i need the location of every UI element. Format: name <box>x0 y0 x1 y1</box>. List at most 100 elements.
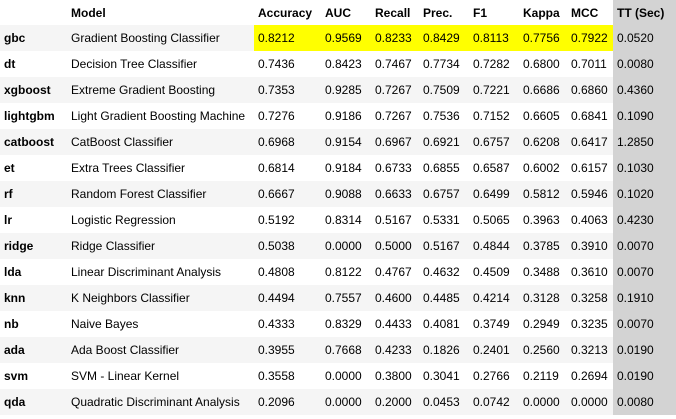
table-row: dt Decision Tree Classifier 0.7436 0.8423 0.… <box>0 51 676 77</box>
table-row: lda Linear Discriminant Analysis 0.4808 0.8… <box>0 259 676 285</box>
recall-cell: 0.5167 <box>375 213 412 227</box>
model-id-cell: lr <box>4 213 13 227</box>
accuracy-cell: 0.4333 <box>258 317 295 331</box>
f1-cell: 0.4509 <box>473 265 510 279</box>
kappa-cell: 0.6002 <box>523 161 560 175</box>
recall-cell: 0.7467 <box>375 57 412 71</box>
f1-cell: 0.8113 <box>469 25 519 51</box>
header-row: Model Accuracy AUC Recall Prec. F1 Kappa… <box>0 0 676 25</box>
accuracy-cell: 0.3955 <box>258 343 295 357</box>
accuracy-cell: 0.5192 <box>258 213 295 227</box>
model-name-cell: Gradient Boosting Classifier <box>71 31 220 45</box>
f1-cell: 0.7152 <box>473 109 510 123</box>
recall-cell: 0.7267 <box>375 83 412 97</box>
precision-cell: 0.6921 <box>423 135 460 149</box>
training-time-cell: 0.0190 <box>613 363 676 389</box>
auc-cell: 0.7668 <box>325 343 362 357</box>
table-body: gbc Gradient Boosting Classifier 0.8212 0.9… <box>0 25 676 415</box>
model-name-cell: Extreme Gradient Boosting <box>71 83 216 97</box>
training-time-cell: 0.1910 <box>613 285 676 311</box>
mcc-cell: 0.6417 <box>571 135 608 149</box>
mcc-cell: 0.3258 <box>571 291 608 305</box>
table-row: nb Naive Bayes 0.4333 0.8329 0.4433 0.4081 0.3… <box>0 311 676 337</box>
model-name-cell: Random Forest Classifier <box>71 187 207 201</box>
recall-cell: 0.7267 <box>375 109 412 123</box>
accuracy-cell: 0.6968 <box>258 135 295 149</box>
precision-cell: 0.4081 <box>423 317 460 331</box>
mcc-cell: 0.3610 <box>571 265 608 279</box>
model-id-cell: svm <box>4 369 29 383</box>
header-index <box>0 0 67 25</box>
precision-cell: 0.3041 <box>423 369 460 383</box>
recall-cell: 0.4600 <box>375 291 412 305</box>
accuracy-cell: 0.4494 <box>258 291 295 305</box>
model-id-cell: ridge <box>4 239 34 253</box>
table-row: lr Logistic Regression 0.5192 0.8314 0.5167 0… <box>0 207 676 233</box>
precision-cell: 0.6855 <box>423 161 460 175</box>
training-time-cell: 0.0080 <box>613 389 676 415</box>
model-name-cell: CatBoost Classifier <box>71 135 174 149</box>
model-id-cell: lda <box>4 265 22 279</box>
accuracy-cell: 0.3558 <box>258 369 295 383</box>
model-id-cell: dt <box>4 57 16 71</box>
recall-cell: 0.4433 <box>375 317 412 331</box>
recall-cell: 0.5000 <box>375 239 412 253</box>
precision-cell: 0.5331 <box>423 213 460 227</box>
header-model: Model <box>71 5 106 20</box>
mcc-cell: 0.7922 <box>567 25 613 51</box>
accuracy-cell: 0.7353 <box>258 83 295 97</box>
auc-cell: 0.9154 <box>325 135 362 149</box>
header-precision: Prec. <box>423 5 453 20</box>
recall-cell: 0.8233 <box>371 25 419 51</box>
accuracy-cell: 0.5038 <box>258 239 295 253</box>
model-name-cell: K Neighbors Classifier <box>71 291 190 305</box>
f1-cell: 0.6757 <box>473 135 510 149</box>
model-name-cell: Decision Tree Classifier <box>71 57 198 71</box>
precision-cell: 0.7536 <box>423 109 460 123</box>
model-name-cell: Ada Boost Classifier <box>71 343 180 357</box>
auc-cell: 0.8423 <box>325 57 362 71</box>
training-time-cell: 0.0080 <box>613 51 676 77</box>
mcc-cell: 0.6157 <box>571 161 608 175</box>
table-row: catboost CatBoost Classifier 0.6968 0.9154 0… <box>0 129 676 155</box>
training-time-cell: 0.1020 <box>613 181 676 207</box>
f1-cell: 0.4844 <box>473 239 510 253</box>
training-time-cell: 0.0520 <box>613 25 676 51</box>
model-name-cell: Quadratic Discriminant Analysis <box>71 395 240 409</box>
accuracy-cell: 0.7436 <box>258 57 295 71</box>
table-row: svm SVM - Linear Kernel 0.3558 0.0000 0.3800… <box>0 363 676 389</box>
kappa-cell: 0.6800 <box>523 57 560 71</box>
header-training-time: TT (Sec) <box>613 0 676 25</box>
auc-cell: 0.0000 <box>325 395 362 409</box>
mcc-cell: 0.5946 <box>571 187 608 201</box>
accuracy-cell: 0.6667 <box>258 187 295 201</box>
precision-cell: 0.5167 <box>423 239 460 253</box>
f1-cell: 0.4214 <box>473 291 510 305</box>
model-id-cell: xgboost <box>4 83 51 97</box>
kappa-cell: 0.5812 <box>523 187 560 201</box>
kappa-cell: 0.6208 <box>523 135 560 149</box>
table-row: xgboost Extreme Gradient Boosting 0.7353 0.… <box>0 77 676 103</box>
model-name-cell: Light Gradient Boosting Machine <box>71 109 246 123</box>
auc-cell: 0.8122 <box>325 265 362 279</box>
kappa-cell: 0.6605 <box>523 109 560 123</box>
header-f1: F1 <box>473 5 488 20</box>
precision-cell: 0.7734 <box>423 57 460 71</box>
kappa-cell: 0.2949 <box>523 317 560 331</box>
recall-cell: 0.4767 <box>375 265 412 279</box>
model-name-cell: SVM - Linear Kernel <box>71 369 180 383</box>
model-id-cell: ada <box>4 343 25 357</box>
recall-cell: 0.2000 <box>375 395 412 409</box>
training-time-cell: 1.2850 <box>613 129 676 155</box>
kappa-cell: 0.2560 <box>523 343 560 357</box>
model-id-cell: lightgbm <box>4 109 55 123</box>
table-row: et Extra Trees Classifier 0.6814 0.9184 0.67… <box>0 155 676 181</box>
header-accuracy: Accuracy <box>258 5 313 20</box>
header-kappa: Kappa <box>523 5 560 20</box>
kappa-cell: 0.0000 <box>523 395 560 409</box>
mcc-cell: 0.2694 <box>571 369 608 383</box>
accuracy-cell: 0.7276 <box>258 109 295 123</box>
header-mcc: MCC <box>571 5 599 20</box>
f1-cell: 0.2766 <box>473 369 510 383</box>
